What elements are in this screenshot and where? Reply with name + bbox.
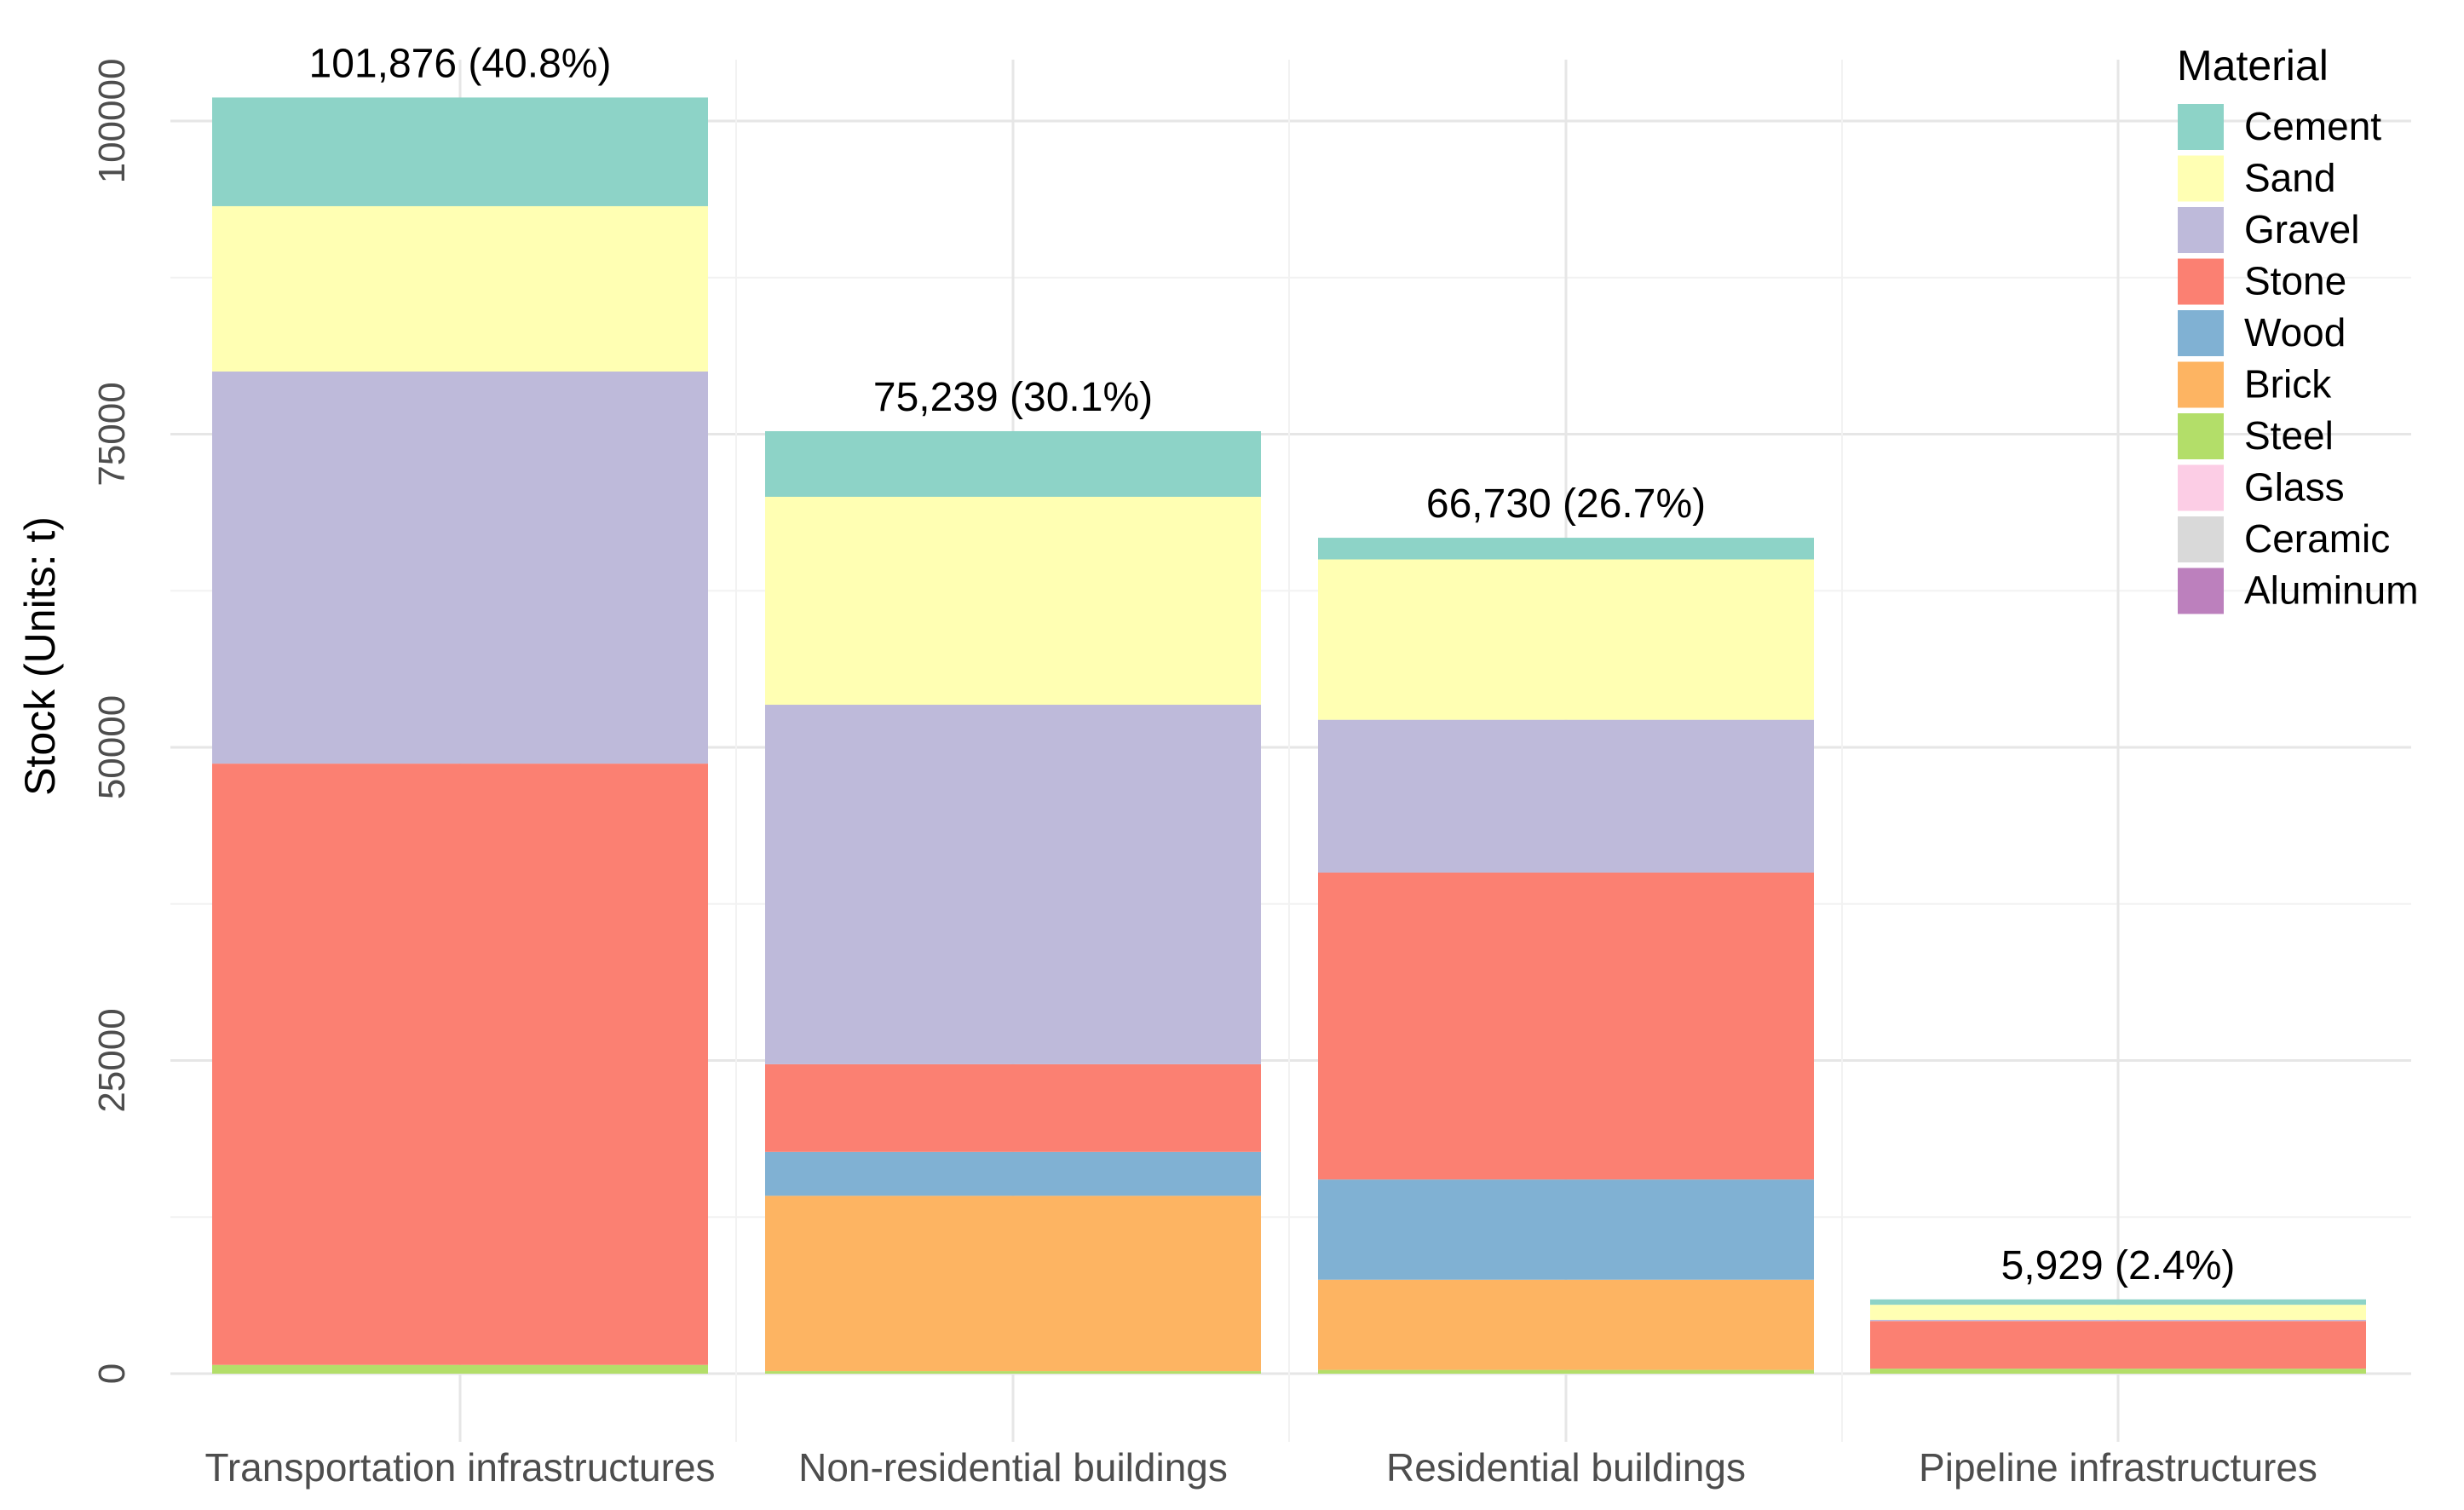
bar-segment-steel: [1870, 1369, 2366, 1374]
legend-key-cement: [2178, 104, 2224, 150]
legend-label-stone: Stone: [2244, 259, 2346, 303]
legend-label-wood: Wood: [2244, 310, 2346, 354]
y-tick-label: 75000: [91, 382, 133, 486]
y-axis-title: Stock (Units: t): [16, 516, 64, 796]
x-tick-label: Pipeline infrastructures: [1919, 1445, 2317, 1490]
legend-title: Material: [2177, 42, 2329, 89]
bar-segment-gravel: [212, 372, 708, 764]
total-label: 75,239 (30.1%): [873, 375, 1153, 420]
y-tick-label: 0: [91, 1363, 133, 1384]
bar-segment-wood: [765, 1151, 1261, 1196]
legend-key-steel: [2178, 413, 2224, 459]
bar-segment-sand: [1318, 559, 1814, 720]
bar-segment-gravel: [1318, 719, 1814, 873]
legend-label-ceramic: Ceramic: [2244, 516, 2390, 561]
bars-group: [212, 97, 2366, 1374]
legend-key-ceramic: [2178, 516, 2224, 562]
legend-key-wood: [2178, 310, 2224, 356]
total-label: 5,929 (2.4%): [2001, 1243, 2236, 1288]
bar-segment-steel: [1318, 1369, 1814, 1374]
bar-segment-stone: [1318, 873, 1814, 1180]
legend-key-glass: [2178, 464, 2224, 511]
bar-segment-cement: [212, 97, 708, 206]
bar-segment-stone: [212, 764, 708, 1365]
x-tick-label: Transportation infrastructures: [204, 1445, 715, 1490]
y-tick-label: 100000: [91, 59, 133, 184]
legend-key-brick: [2178, 361, 2224, 408]
bar-segment-steel: [765, 1371, 1261, 1374]
bar-segment-gravel: [1870, 1319, 2366, 1322]
bar-segment-cement: [765, 430, 1261, 497]
x-tick-label: Residential buildings: [1386, 1445, 1746, 1490]
total-labels-group: 101,876 (40.8%) 75,239 (30.1%) 66,730 (26.…: [309, 41, 2236, 1288]
legend-key-aluminum: [2178, 568, 2224, 614]
y-tick-label: 25000: [91, 1008, 133, 1112]
bar-segment-sand: [212, 205, 708, 372]
legend-label-gravel: Gravel: [2244, 207, 2359, 251]
bar-segment-stone: [1870, 1321, 2366, 1369]
bar-segment-brick: [765, 1196, 1261, 1372]
total-label: 66,730 (26.7%): [1426, 481, 1706, 527]
legend-key-gravel: [2178, 207, 2224, 253]
bar-segment-cement: [1318, 538, 1814, 560]
bar-segment-wood: [1318, 1179, 1814, 1280]
bar-segment-sand: [1870, 1305, 2366, 1320]
y-axis-ticks: 0 25000 50000 75000 100000: [91, 59, 133, 1385]
legend: Material Cement Sand Gravel Stone Wood Brick S…: [2177, 42, 2419, 614]
bar-segment-cement: [1870, 1299, 2366, 1305]
bar-segment-gravel: [765, 705, 1261, 1064]
bar-segment-sand: [765, 497, 1261, 706]
bar-segment-stone: [765, 1063, 1261, 1152]
y-tick-label: 50000: [91, 695, 133, 799]
legend-key-sand: [2178, 155, 2224, 202]
legend-label-aluminum: Aluminum: [2244, 568, 2419, 613]
legend-label-glass: Glass: [2244, 465, 2345, 510]
bar-segment-brick: [1318, 1279, 1814, 1370]
total-label: 101,876 (40.8%): [309, 41, 612, 86]
x-axis-ticks: Transportation infrastructures Non-reside…: [204, 1445, 2317, 1490]
legend-label-sand: Sand: [2244, 156, 2335, 200]
legend-key-stone: [2178, 258, 2224, 305]
x-tick-label: Non-residential buildings: [798, 1445, 1228, 1490]
bar-segment-steel: [212, 1364, 708, 1374]
legend-label-brick: Brick: [2244, 362, 2332, 406]
legend-label-cement: Cement: [2244, 104, 2381, 148]
legend-label-steel: Steel: [2244, 413, 2334, 458]
